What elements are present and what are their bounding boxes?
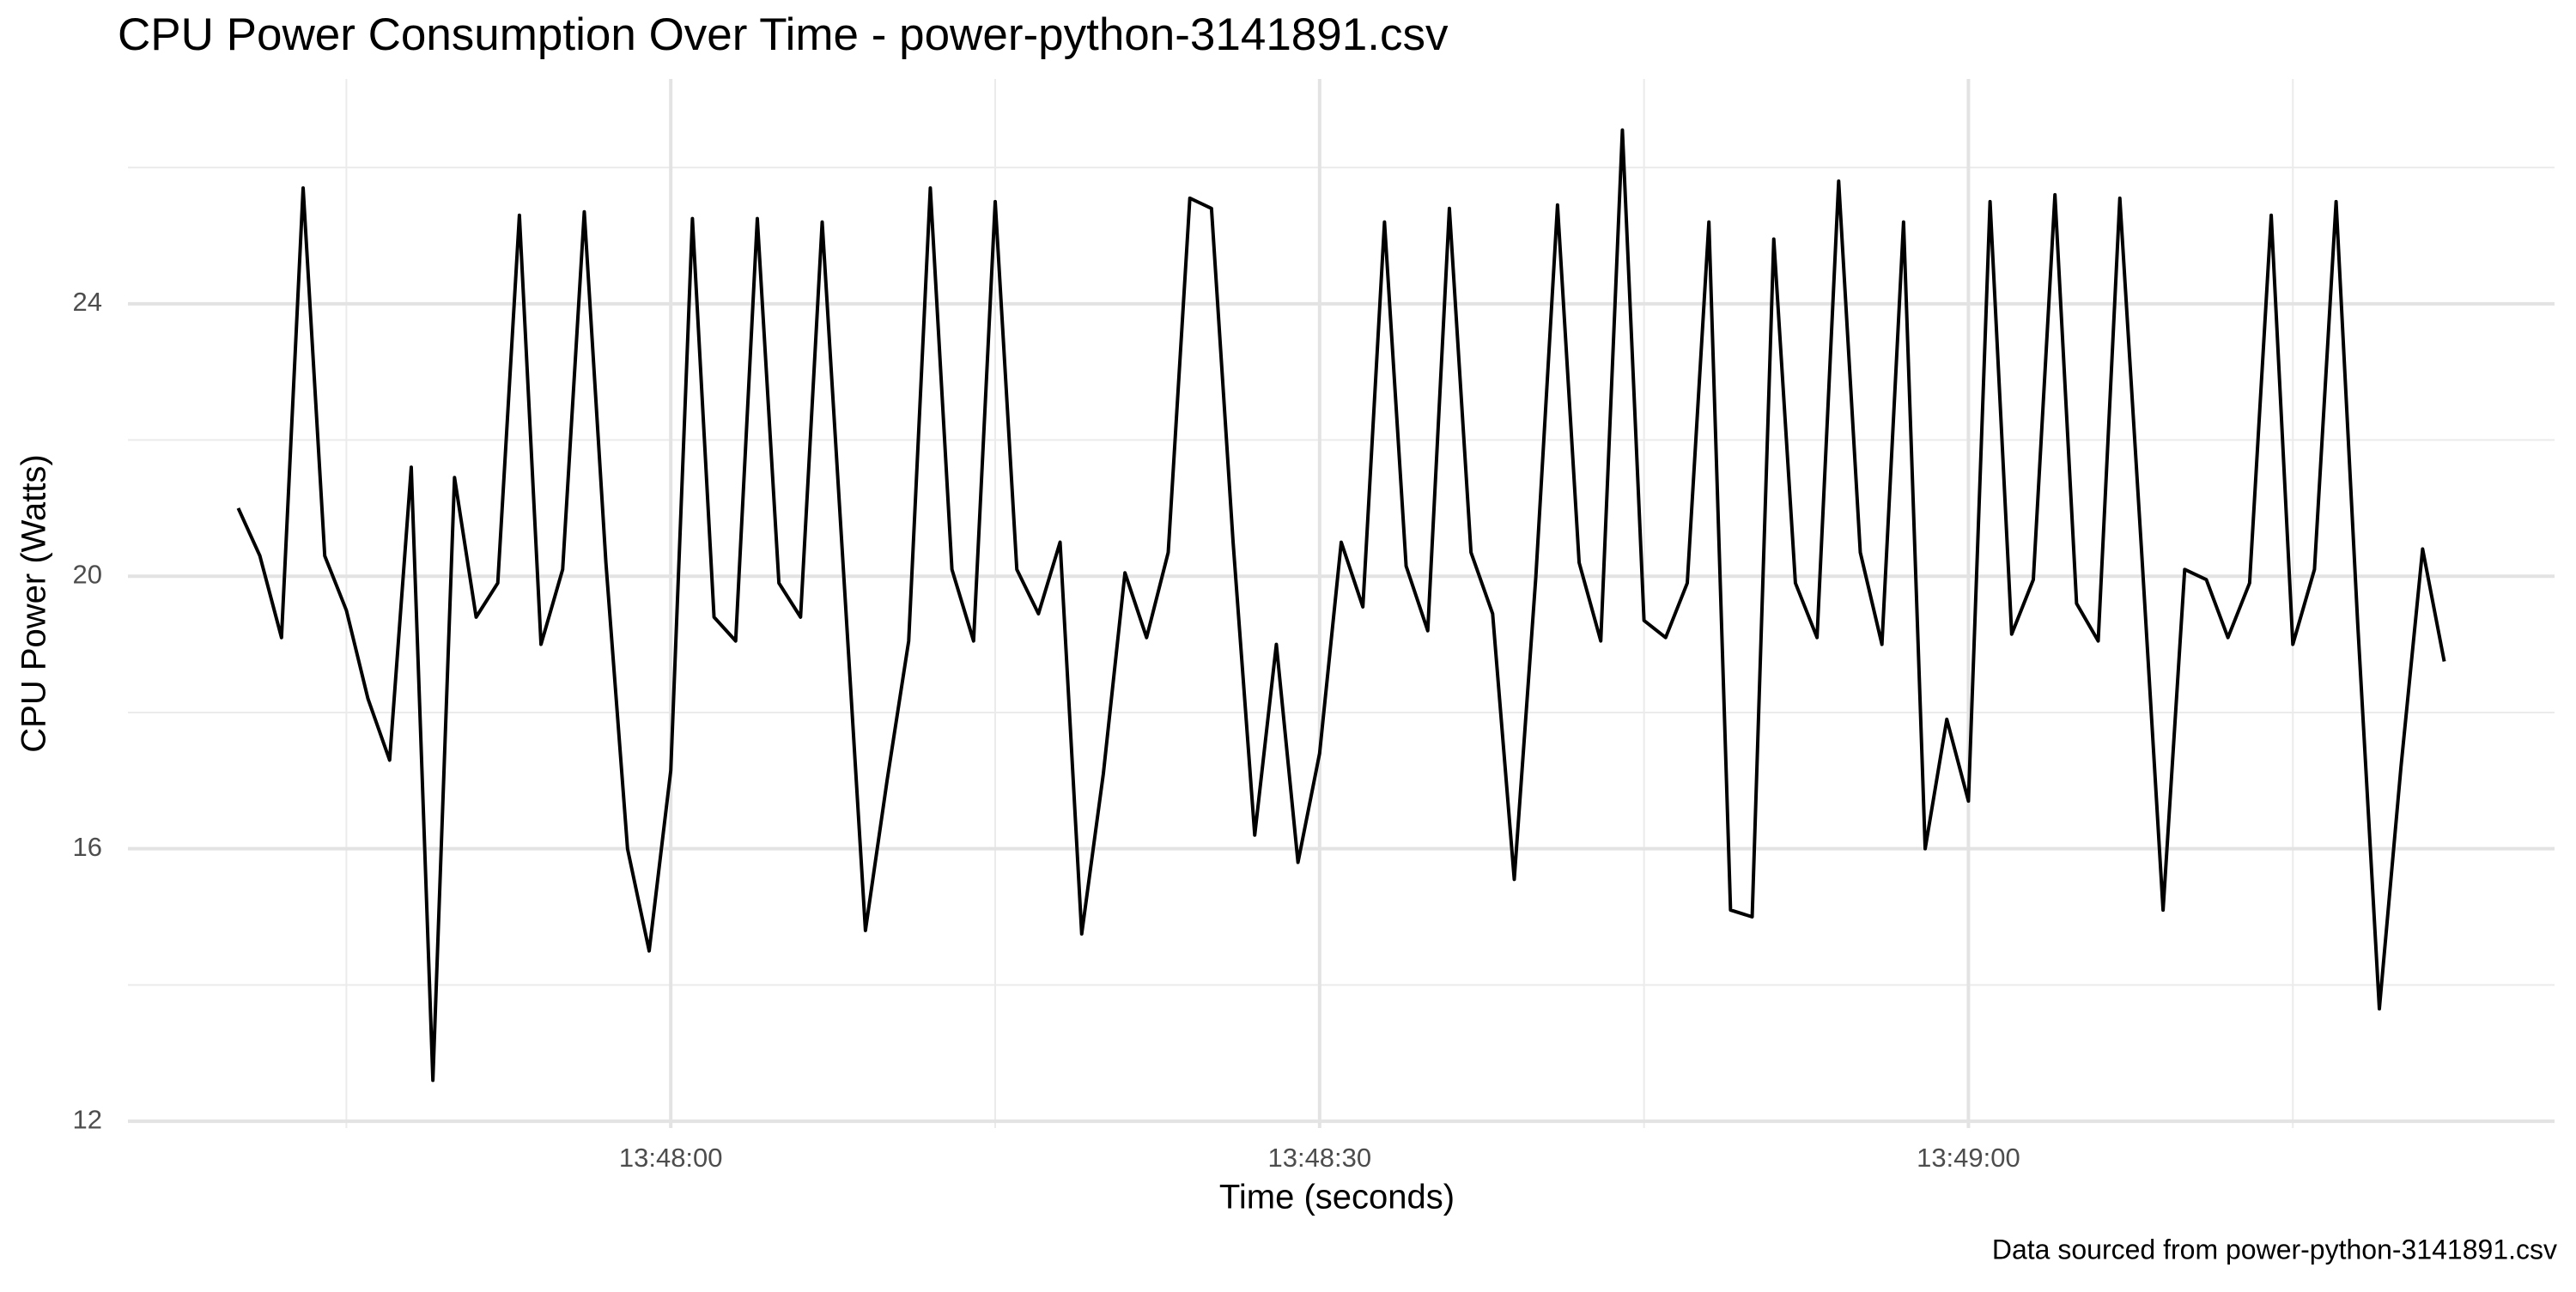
y-tick-label: 16 — [73, 832, 102, 862]
x-axis-title: Time (seconds) — [1219, 1179, 1455, 1216]
y-tick-label: 12 — [73, 1104, 102, 1134]
caption: Data sourced from power-python-3141891.c… — [1992, 1234, 2557, 1265]
y-tick-label: 24 — [73, 287, 102, 317]
x-tick-label: 13:49:00 — [1917, 1143, 2020, 1173]
y-axis-title: CPU Power (Watts) — [15, 454, 53, 752]
line — [236, 128, 2446, 1083]
chart-title: CPU Power Consumption Over Time - power-… — [118, 9, 1449, 60]
x-tick-label: 13:48:00 — [619, 1143, 723, 1173]
grid — [128, 79, 2555, 1128]
x-tick-label: 13:48:30 — [1267, 1143, 1371, 1173]
plot-area — [236, 128, 2446, 1083]
y-tick-label: 20 — [73, 559, 102, 589]
